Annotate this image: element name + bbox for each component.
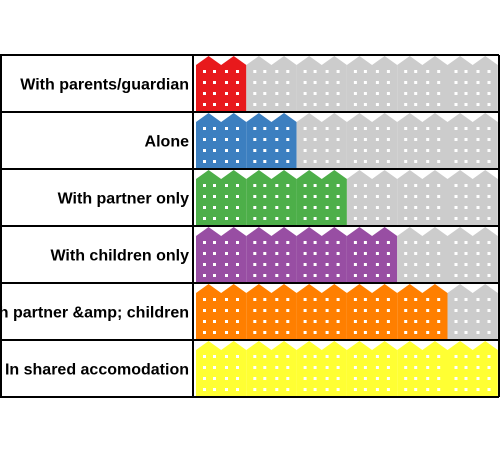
building-icon-filled [246,341,297,396]
building-icon-filled [246,284,297,339]
building-icon-filled [296,227,347,282]
row-label: Alone [145,134,190,151]
row-label: With children only [50,248,189,265]
icon-rows [196,56,498,396]
building-icon-empty [397,227,448,282]
building-icon-empty [296,56,347,111]
building-icon-filled [246,227,297,282]
building-icon-empty [346,170,398,225]
building-icon-filled [196,170,247,225]
row-label: In shared accomodation [5,362,189,379]
building-icon-filled [346,284,398,339]
building-icon-empty [447,227,498,282]
building-icon-filled [196,227,247,282]
row-label: With partner only [58,191,190,208]
row-label: With parents/guardian [20,77,189,94]
building-icon-empty [296,113,347,168]
building-icon-filled [397,341,448,396]
building-icon-filled [296,341,347,396]
building-icon-empty [447,284,498,339]
building-icon-empty [397,170,448,225]
row-label: With partner &amp; children [0,305,189,322]
building-icon-empty [447,113,498,168]
building-icon-filled [397,284,448,339]
building-icon-filled [246,170,297,225]
building-icon-filled [296,170,347,225]
building-icon-filled [196,284,247,339]
building-icon-empty [346,113,398,168]
building-icon-empty [397,113,448,168]
building-icon-filled [296,284,347,339]
building-icon-filled [246,113,297,168]
table-grid [0,54,500,398]
building-icon-filled [196,341,247,396]
building-icon-filled [196,56,247,111]
building-icon-empty [346,56,398,111]
building-icon-empty [397,56,448,111]
row-labels: With parents/guardian Alone With partner o… [0,77,189,379]
building-icon-filled [447,341,498,396]
building-icon-empty [447,56,498,111]
building-icon-empty [447,170,498,225]
building-icon-filled [196,113,247,168]
building-icon-empty [246,56,297,111]
building-icon-filled [346,341,398,396]
building-icon-filled [346,227,398,282]
